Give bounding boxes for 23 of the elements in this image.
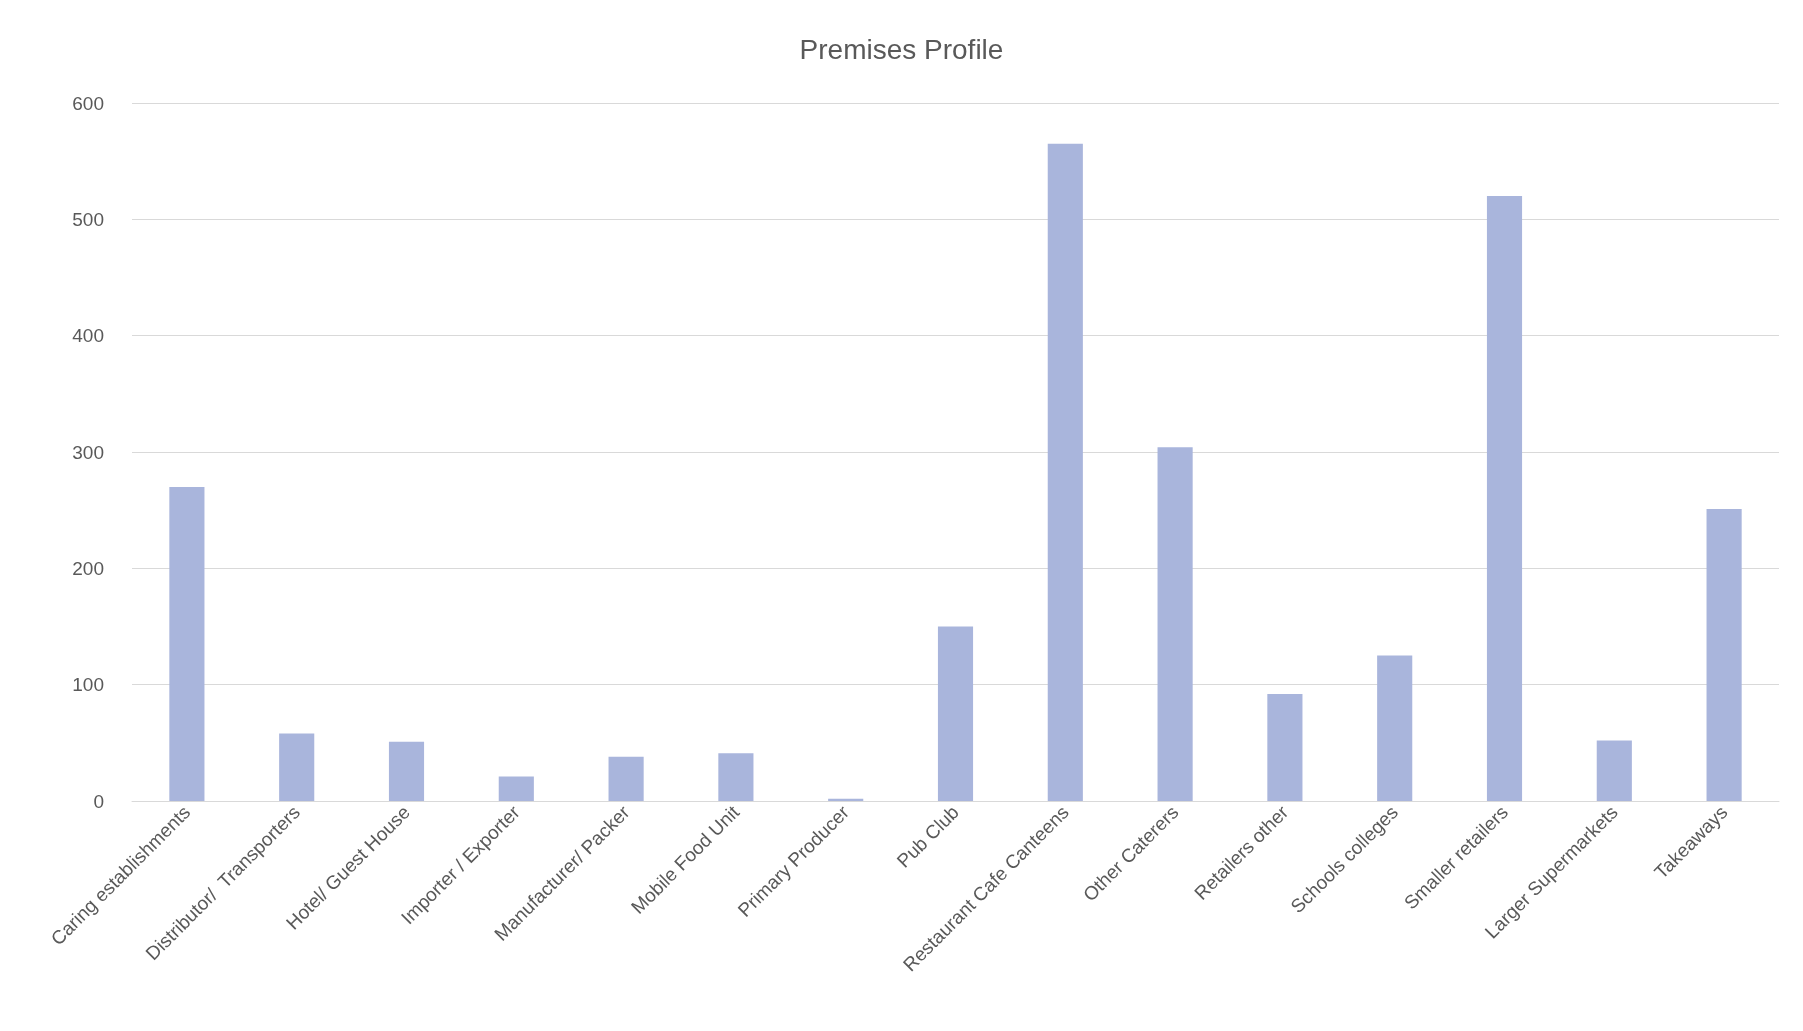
bar [1157, 447, 1193, 801]
bar [1486, 196, 1523, 801]
bar [1706, 509, 1742, 801]
bar [1267, 693, 1303, 801]
chart-title: Premises Profile [799, 33, 1004, 65]
y-tick-label: 500 [72, 208, 104, 230]
y-tick-label: 400 [72, 325, 104, 347]
y-tick-label: 300 [72, 441, 104, 463]
y-tick-label: 100 [72, 674, 104, 696]
bar [608, 756, 644, 801]
bar [498, 776, 534, 801]
x-tick-label: Pub Club [892, 801, 963, 872]
bar [718, 753, 754, 801]
y-tick-label: 600 [72, 92, 104, 114]
y-tick-label: 200 [72, 557, 104, 579]
bar [169, 486, 205, 801]
bar [937, 626, 974, 801]
bar [1596, 740, 1632, 801]
bar [1377, 655, 1413, 801]
bar [1047, 143, 1083, 801]
bar [388, 741, 425, 801]
y-tick-label: 0 [93, 790, 104, 812]
bar [279, 733, 315, 801]
